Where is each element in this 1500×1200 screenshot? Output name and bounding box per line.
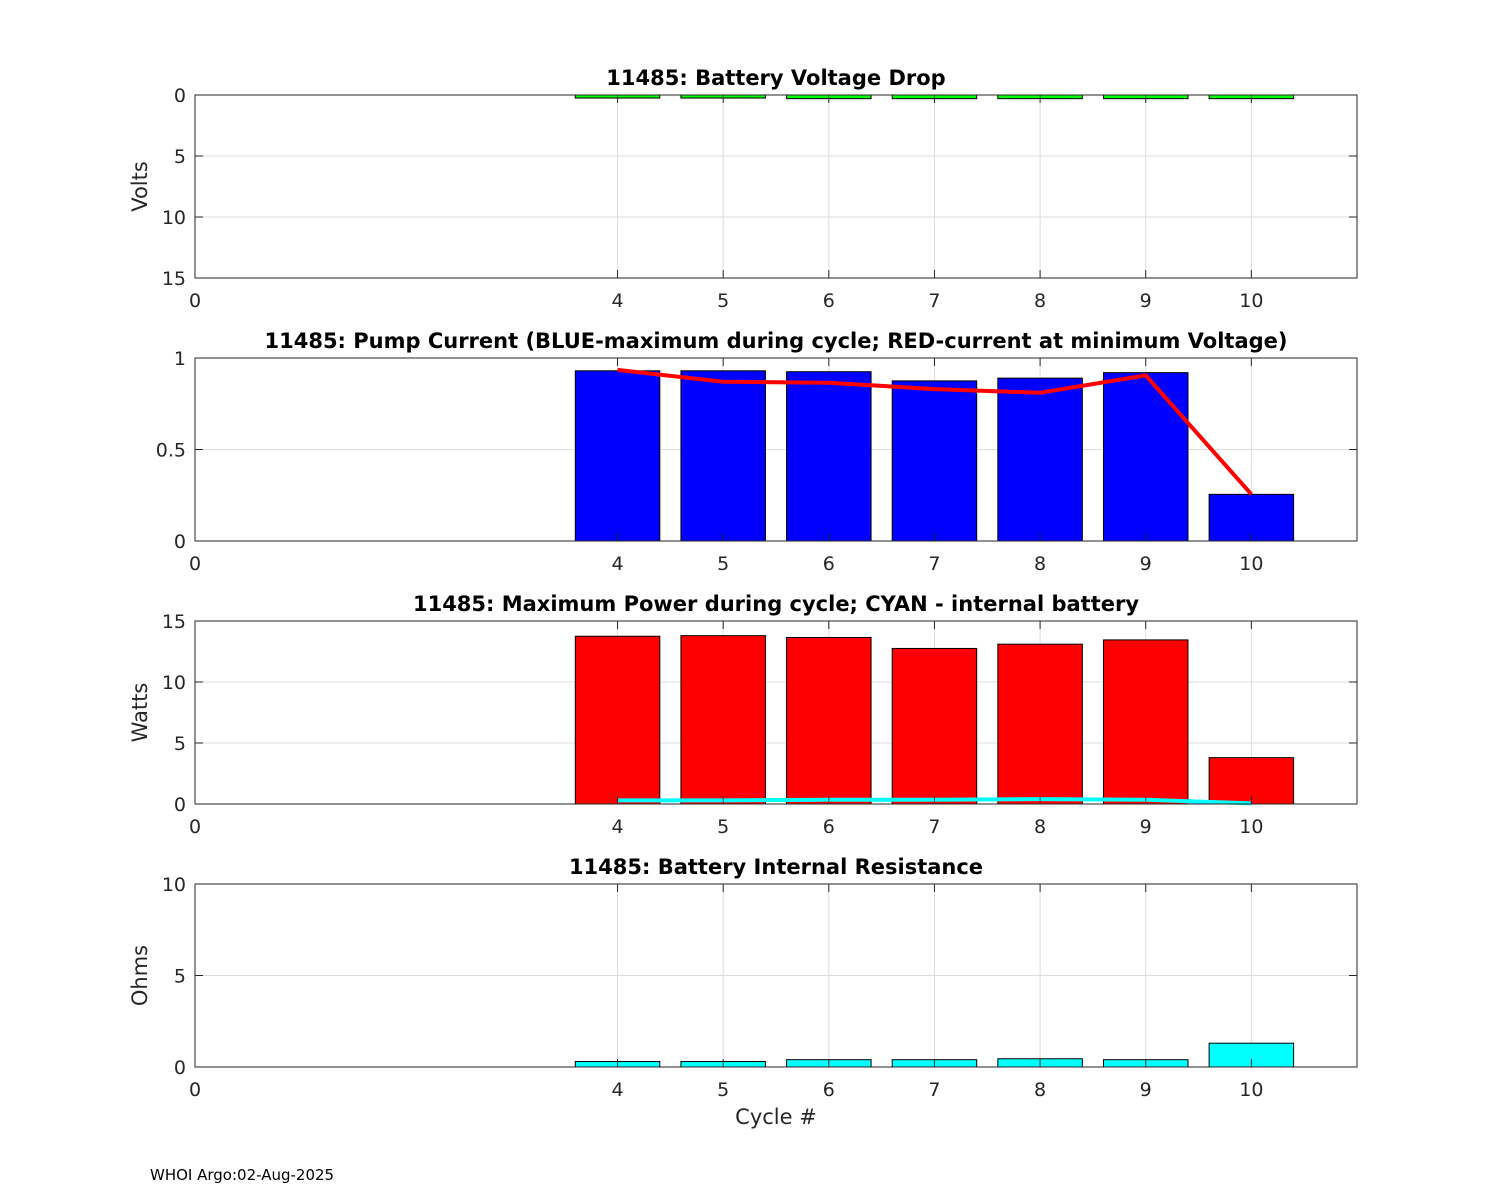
y-tick-label: 10 bbox=[162, 207, 186, 229]
y-tick-label: 15 bbox=[162, 268, 186, 290]
x-tick-label: 5 bbox=[717, 290, 729, 312]
bar-cycle-8 bbox=[997, 643, 1083, 805]
x-tick-label: 8 bbox=[1034, 290, 1046, 312]
bar-cycle-6 bbox=[786, 636, 872, 805]
x-tick-label: 6 bbox=[823, 553, 835, 575]
chart-title: 11485: Maximum Power during cycle; CYAN … bbox=[413, 592, 1139, 616]
x-tick-label: 5 bbox=[717, 1079, 729, 1101]
x-tick-label: 7 bbox=[928, 553, 940, 575]
x-tick-label: 8 bbox=[1034, 553, 1046, 575]
x-tick-label: 6 bbox=[823, 816, 835, 838]
y-tick-label: 0 bbox=[174, 794, 186, 816]
bar-cycle-9 bbox=[1102, 639, 1189, 805]
y-tick-label: 5 bbox=[174, 146, 186, 168]
x-tick-label: 10 bbox=[1239, 816, 1263, 838]
bar-cycle-7 bbox=[891, 647, 978, 805]
x-tick-label: 7 bbox=[928, 1079, 940, 1101]
x-tick-label: 9 bbox=[1140, 816, 1152, 838]
y-tick-label: 10 bbox=[162, 672, 186, 694]
bar-cycle-6 bbox=[786, 371, 872, 542]
x-tick-label: 7 bbox=[928, 290, 940, 312]
x-tick-label: 6 bbox=[823, 290, 835, 312]
axes-box bbox=[194, 620, 1358, 805]
y-tick-label: 0 bbox=[174, 1057, 186, 1079]
bar-cycle-5 bbox=[680, 370, 766, 542]
footer-label: WHOI Argo:02-Aug-2025 bbox=[150, 1166, 335, 1184]
y-tick-label: 5 bbox=[174, 733, 186, 755]
x-tick-label: 10 bbox=[1239, 290, 1263, 312]
x-tick-label: 0 bbox=[189, 290, 201, 312]
x-tick-label: 9 bbox=[1140, 1079, 1152, 1101]
series-line bbox=[617, 367, 1253, 496]
bar-cycle-5 bbox=[680, 635, 766, 805]
x-axis-label: Cycle # bbox=[735, 1105, 817, 1129]
x-tick-label: 0 bbox=[189, 816, 201, 838]
chart-title: 11485: Battery Voltage Drop bbox=[606, 66, 945, 90]
chart-title: 11485: Battery Internal Resistance bbox=[569, 855, 983, 879]
x-tick-label: 4 bbox=[611, 553, 623, 575]
chart-panel-2: 0 4 5 6 7 8 9 10 0 0.5 1 11485: Pump Current (BLUE-… bbox=[156, 329, 1358, 575]
y-tick-label: 0 bbox=[174, 531, 186, 553]
x-tick-label: 10 bbox=[1239, 1079, 1263, 1101]
x-tick-label: 5 bbox=[717, 816, 729, 838]
y-axis-label: Volts bbox=[128, 161, 152, 212]
x-tick-label: 5 bbox=[717, 553, 729, 575]
y-tick-label: 10 bbox=[162, 874, 186, 896]
chart-panel-4: 0 4 5 6 7 8 9 10 0 5 10 11485: Battery Internal Res… bbox=[128, 855, 1358, 1129]
axes-box bbox=[194, 94, 1358, 279]
y-tick-label: 5 bbox=[174, 966, 186, 988]
x-tick-label: 8 bbox=[1034, 1079, 1046, 1101]
x-tick-label: 7 bbox=[928, 816, 940, 838]
x-tick-label: 0 bbox=[189, 553, 201, 575]
chart-title: 11485: Pump Current (BLUE-maximum during… bbox=[265, 329, 1288, 353]
x-tick-label: 4 bbox=[611, 1079, 623, 1101]
x-tick-label: 9 bbox=[1140, 290, 1152, 312]
y-tick-label: 1 bbox=[174, 348, 186, 370]
chart-panel-3: 0 4 5 6 7 8 9 10 0 5 10 15 11485: Maximum Power duri… bbox=[128, 592, 1358, 838]
x-tick-label: 10 bbox=[1239, 553, 1263, 575]
bar-cycle-7 bbox=[891, 380, 978, 542]
bar-cycle-4 bbox=[574, 635, 661, 805]
y-axis-label: Ohms bbox=[128, 945, 152, 1006]
bar-cycle-8 bbox=[997, 377, 1083, 542]
x-tick-label: 6 bbox=[823, 1079, 835, 1101]
bar-cycle-4 bbox=[574, 370, 661, 542]
bar-cycle-9 bbox=[1102, 372, 1189, 542]
x-tick-label: 4 bbox=[611, 290, 623, 312]
y-tick-label: 15 bbox=[162, 611, 186, 633]
plot-area bbox=[195, 95, 1357, 278]
y-tick-label: 0 bbox=[174, 85, 186, 107]
x-tick-label: 8 bbox=[1034, 816, 1046, 838]
x-tick-label: 0 bbox=[189, 1079, 201, 1101]
x-tick-label: 4 bbox=[611, 816, 623, 838]
chart-panel-1: 0 4 5 6 7 8 9 10 0 5 10 15 11485: Battery Voltage Dr… bbox=[128, 66, 1358, 312]
y-tick-label: 0.5 bbox=[156, 440, 186, 462]
x-tick-label: 9 bbox=[1140, 553, 1152, 575]
y-axis-label: Watts bbox=[128, 683, 152, 743]
